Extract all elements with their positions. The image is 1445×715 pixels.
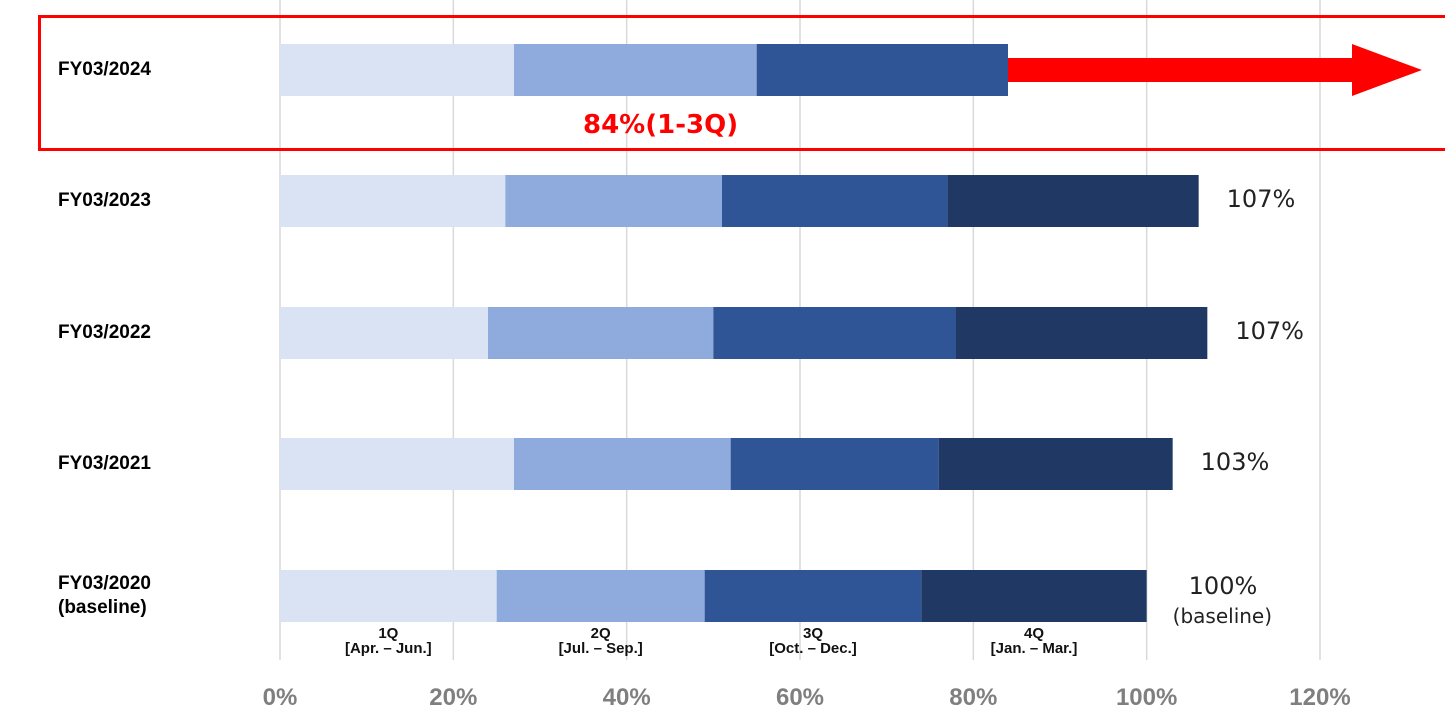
- x-tick-label: 60%: [775, 684, 825, 711]
- quarter-label: 4Q [Jan. – Mar.]: [954, 626, 1114, 656]
- row-label: FY03/2023: [58, 189, 151, 213]
- bar-FY03-2022-q3: [713, 307, 956, 359]
- quarter-label-q: 4Q: [1023, 625, 1044, 642]
- fy2024-highlight-box: [38, 15, 1445, 151]
- bar-FY03-2024-q1: [280, 44, 514, 96]
- quarter-label-period: [Oct. – Dec.]: [769, 640, 857, 657]
- bars: [280, 44, 1208, 622]
- total-label: 103%: [1200, 448, 1270, 476]
- quarter-label: 3Q [Oct. – Dec.]: [733, 626, 893, 656]
- row-label-line: FY03/2023: [58, 190, 151, 211]
- bar-FY03-2023-q3: [722, 175, 948, 227]
- bar-FY03-2020-q2: [496, 570, 705, 622]
- bar-FY03-2021-q3: [730, 438, 939, 490]
- bar-FY03-2024-q3: [756, 44, 1008, 96]
- progress-arrow: [1008, 44, 1422, 96]
- row-label: FY03/2024: [58, 58, 151, 82]
- total-sub-label: (baseline): [1172, 604, 1273, 628]
- quarter-label-period: [Apr. – Jun.]: [344, 640, 432, 657]
- row-label-line: FY03/2021: [58, 453, 151, 474]
- arrow-shape: [1008, 44, 1422, 96]
- row-label-line: FY03/2024: [58, 59, 151, 80]
- total-label: 100%: [1188, 572, 1258, 600]
- x-tick-label: 40%: [602, 684, 651, 711]
- bar-FY03-2021-q4: [938, 438, 1173, 490]
- row-label: FY03/2022: [58, 321, 151, 345]
- bar-FY03-2021-q2: [514, 438, 731, 490]
- quarter-label-period: [Jan. – Mar.]: [990, 640, 1078, 657]
- bar-FY03-2022-q1: [280, 307, 488, 359]
- bar-FY03-2022-q2: [488, 307, 714, 359]
- total-label: 107%: [1226, 185, 1296, 213]
- bar-FY03-2020-q3: [704, 570, 922, 622]
- fy2024-annotation: 84%(1-3Q): [583, 110, 739, 140]
- quarter-label-q: 2Q: [590, 625, 611, 642]
- quarter-label: 1Q [Apr. – Jun.]: [308, 626, 468, 656]
- row-label-line: FY03/2020: [58, 573, 151, 594]
- total-label: 107%: [1235, 317, 1304, 345]
- x-tick-label: 0%: [262, 684, 298, 711]
- bar-FY03-2020-q1: [280, 570, 497, 622]
- x-tick-label: 80%: [949, 684, 998, 711]
- row-label-line: FY03/2022: [58, 322, 151, 343]
- quarter-label-period: [Jul. – Sep.]: [558, 640, 643, 657]
- row-label: FY03/2021: [58, 452, 151, 476]
- quarter-label-q: 3Q: [802, 625, 823, 642]
- x-tick-label: 120%: [1289, 684, 1351, 711]
- bar-FY03-2024-q2: [514, 44, 757, 96]
- quarter-label-q: 1Q: [378, 625, 399, 642]
- bar-FY03-2021-q1: [280, 438, 514, 490]
- row-label: FY03/2020 (baseline): [58, 572, 151, 620]
- quarter-label: 2Q [Jul. – Sep.]: [521, 626, 681, 656]
- x-tick-label: 100%: [1115, 684, 1178, 711]
- bar-FY03-2023-q1: [280, 175, 506, 227]
- x-tick-label: 20%: [429, 684, 478, 711]
- bar-FY03-2022-q4: [956, 307, 1208, 359]
- row-label-line: (baseline): [58, 597, 147, 618]
- bar-FY03-2020-q4: [921, 570, 1147, 622]
- bar-FY03-2023-q2: [505, 175, 722, 227]
- bar-FY03-2023-q4: [947, 175, 1199, 227]
